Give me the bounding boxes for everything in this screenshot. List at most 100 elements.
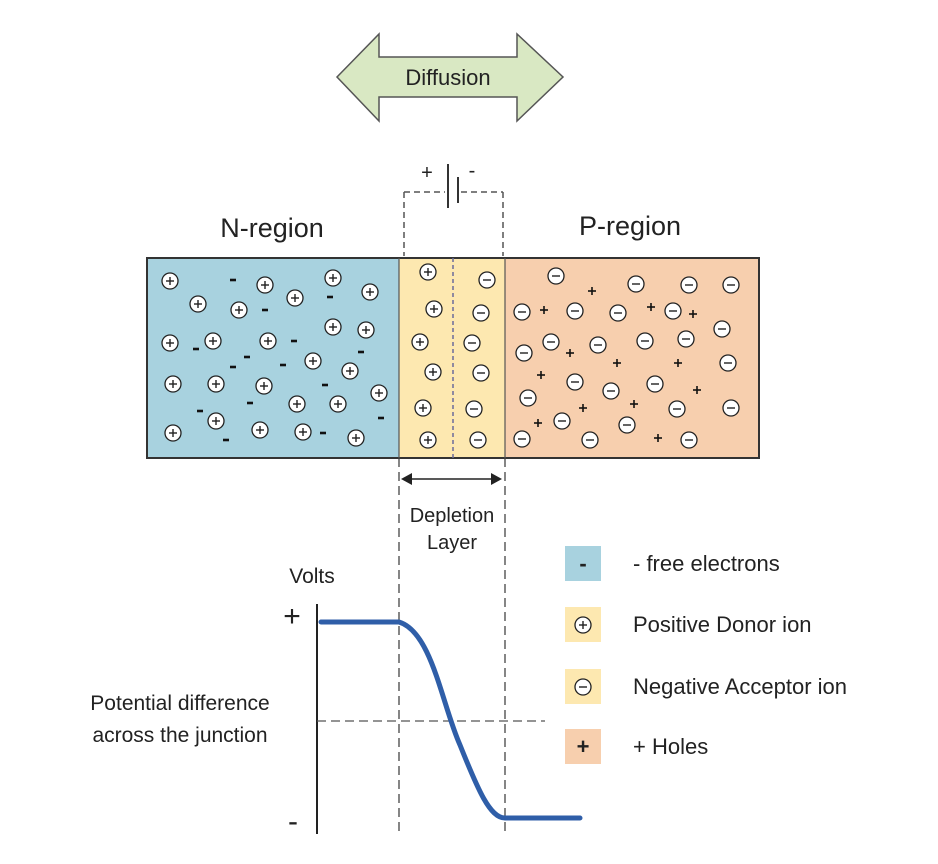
battery-minus: - bbox=[469, 160, 476, 182]
positive-ion bbox=[324, 269, 342, 287]
negative-ion bbox=[472, 304, 490, 322]
graph-plus: + bbox=[283, 600, 301, 633]
negative-ion bbox=[618, 416, 636, 434]
legend-label: + Holes bbox=[633, 734, 708, 759]
graph-caption-line2: across the junction bbox=[92, 724, 267, 747]
legend-item: - - free electrons bbox=[565, 546, 780, 581]
positive-ion bbox=[414, 399, 432, 417]
hole bbox=[537, 371, 545, 379]
legend-item: Negative Acceptor ion bbox=[565, 669, 847, 704]
positive-ion bbox=[161, 272, 179, 290]
negative-ion bbox=[589, 336, 607, 354]
depletion-region bbox=[399, 258, 505, 458]
positive-ion bbox=[370, 384, 388, 402]
legend-label: Negative Acceptor ion bbox=[633, 674, 847, 699]
negative-ion bbox=[713, 320, 731, 338]
positive-ion bbox=[425, 300, 443, 318]
legend-item: Positive Donor ion bbox=[565, 607, 812, 642]
negative-ion bbox=[680, 276, 698, 294]
hole bbox=[693, 386, 701, 394]
n-region bbox=[147, 258, 399, 458]
negative-ion bbox=[722, 399, 740, 417]
graph-minus: - bbox=[288, 805, 298, 838]
battery-plus: + bbox=[421, 162, 433, 184]
legend-swatch-ion bbox=[574, 678, 592, 696]
legend-swatch-symbol: - bbox=[579, 551, 586, 576]
positive-ion bbox=[294, 423, 312, 441]
negative-ion bbox=[664, 302, 682, 320]
positive-ion bbox=[419, 263, 437, 281]
positive-ion bbox=[161, 334, 179, 352]
diffusion-arrow bbox=[335, 32, 565, 123]
hole bbox=[689, 310, 697, 318]
positive-ion bbox=[230, 301, 248, 319]
negative-ion bbox=[513, 430, 531, 448]
negative-ion bbox=[609, 304, 627, 322]
positive-ion bbox=[286, 289, 304, 307]
positive-ion bbox=[251, 421, 269, 439]
negative-ion bbox=[515, 344, 533, 362]
positive-ion bbox=[357, 321, 375, 339]
positive-ion bbox=[164, 375, 182, 393]
charge-carriers bbox=[161, 263, 740, 449]
negative-ion bbox=[646, 375, 664, 393]
positive-ion bbox=[207, 412, 225, 430]
negative-ion bbox=[513, 303, 531, 321]
negative-ion bbox=[636, 332, 654, 350]
hole bbox=[613, 359, 621, 367]
graph-volts-label: Volts bbox=[289, 565, 335, 588]
legend-label: Positive Donor ion bbox=[633, 612, 812, 637]
legend-label: - free electrons bbox=[633, 551, 780, 576]
positive-ion bbox=[256, 276, 274, 294]
positive-ion bbox=[304, 352, 322, 370]
negative-ion bbox=[722, 276, 740, 294]
hole bbox=[654, 434, 662, 442]
legend-item: + + Holes bbox=[565, 729, 708, 764]
negative-ion bbox=[465, 400, 483, 418]
positive-ion bbox=[189, 295, 207, 313]
legend-swatch bbox=[565, 546, 601, 581]
hole bbox=[674, 359, 682, 367]
negative-ion bbox=[519, 389, 537, 407]
positive-ion bbox=[361, 283, 379, 301]
negative-ion bbox=[553, 412, 571, 430]
negative-ion bbox=[472, 364, 490, 382]
negative-ion bbox=[566, 373, 584, 391]
positive-ion bbox=[288, 395, 306, 413]
hole bbox=[534, 419, 542, 427]
hole bbox=[566, 349, 574, 357]
negative-ion bbox=[478, 271, 496, 289]
positive-ion bbox=[411, 333, 429, 351]
hole bbox=[630, 400, 638, 408]
hole bbox=[647, 303, 655, 311]
negative-ion bbox=[566, 302, 584, 320]
positive-ion bbox=[204, 332, 222, 350]
n-region-label: N-region bbox=[220, 213, 324, 243]
negative-ion bbox=[602, 382, 620, 400]
p-region-label: P-region bbox=[579, 211, 681, 241]
negative-ion bbox=[668, 400, 686, 418]
depletion-label-line2: Layer bbox=[427, 532, 477, 554]
positive-ion bbox=[255, 377, 273, 395]
positive-ion bbox=[259, 332, 277, 350]
positive-ion bbox=[329, 395, 347, 413]
graph-caption-line1: Potential difference bbox=[90, 692, 269, 715]
negative-ion bbox=[463, 334, 481, 352]
hole bbox=[588, 287, 596, 295]
diffusion-label: Diffusion bbox=[405, 65, 490, 90]
hole bbox=[540, 306, 548, 314]
negative-ion bbox=[719, 354, 737, 372]
positive-ion bbox=[347, 429, 365, 447]
positive-ion bbox=[164, 424, 182, 442]
legend-swatch-symbol: + bbox=[577, 734, 590, 759]
legend-swatch bbox=[565, 729, 601, 764]
negative-ion bbox=[547, 267, 565, 285]
negative-ion bbox=[469, 431, 487, 449]
positive-ion bbox=[207, 375, 225, 393]
positive-ion bbox=[424, 363, 442, 381]
negative-ion bbox=[680, 431, 698, 449]
depletion-width-arrow bbox=[401, 473, 502, 485]
positive-ion bbox=[419, 431, 437, 449]
